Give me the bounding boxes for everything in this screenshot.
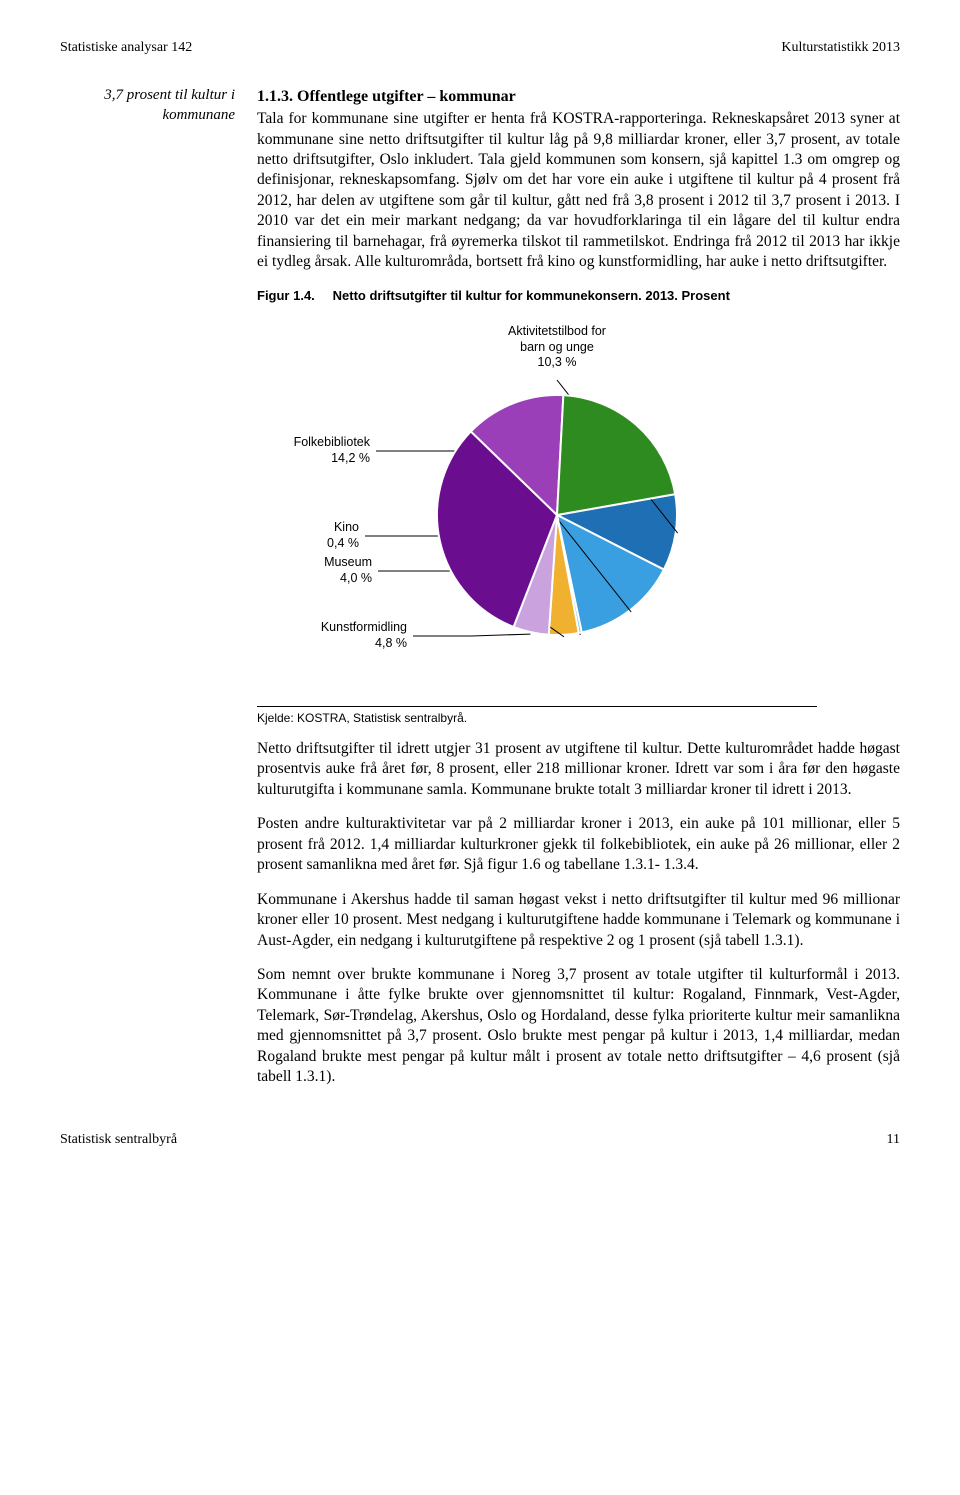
- paragraph-2: Netto driftsutgifter til idrett utgjer 3…: [257, 739, 900, 800]
- pie-slice-label: Idrett31,4 %: [538, 655, 577, 686]
- pie-slice-label: Kunstformidling4,8 %: [321, 620, 407, 651]
- figure-number: Figur 1.4.: [257, 287, 329, 304]
- pie-slice-label: Folkebibliotek14,2 %: [294, 435, 370, 466]
- header-left: Statistiske analysar 142: [60, 40, 192, 56]
- section-title: Offentlege utgifter – kommunar: [297, 88, 516, 105]
- figure-source: Kjelde: KOSTRA, Statistisk sentralbyrå.: [257, 706, 817, 725]
- section-number: 1.1.3.: [257, 88, 293, 105]
- paragraph-1: Tala for kommunane sine utgifter er hent…: [257, 109, 900, 273]
- figure-title: Netto driftsutgifter til kultur for komm…: [333, 288, 730, 303]
- figure-caption: Figur 1.4. Netto driftsutgifter til kult…: [257, 287, 900, 304]
- pie-slice: [557, 395, 675, 515]
- paragraph-4: Kommunane i Akershus hadde til saman høg…: [257, 890, 900, 951]
- header-right: Kulturstatistikk 2013: [781, 40, 900, 56]
- pie-slice-label: Kino0,4 %: [327, 520, 359, 551]
- footer-page-number: 11: [887, 1132, 900, 1148]
- section-heading: 1.1.3. Offentlege utgifter – kommunar: [257, 86, 900, 107]
- margin-note: 3,7 prosent til kultur i kommunane: [60, 86, 257, 312]
- pie-slice-label: Kultur- ogmusikkskolar13,6 %: [707, 545, 779, 592]
- pie-chart: Aktivitetstilbod forbarn og unge10,3 % Fo…: [257, 320, 817, 725]
- paragraph-5: Som nemnt over brukte kommunane i Noreg …: [257, 965, 900, 1088]
- pie-slice-label: Aktivitetstilbod forbarn og unge10,3 %: [508, 324, 606, 371]
- paragraph-3: Posten andre kulturaktivitetar var på 2 …: [257, 814, 900, 875]
- pie-slice-label: Andrekulturaktivitetar21,4 %: [677, 437, 761, 484]
- pie-slice-label: Museum4,0 %: [324, 555, 372, 586]
- footer-left: Statistisk sentralbyrå: [60, 1132, 177, 1148]
